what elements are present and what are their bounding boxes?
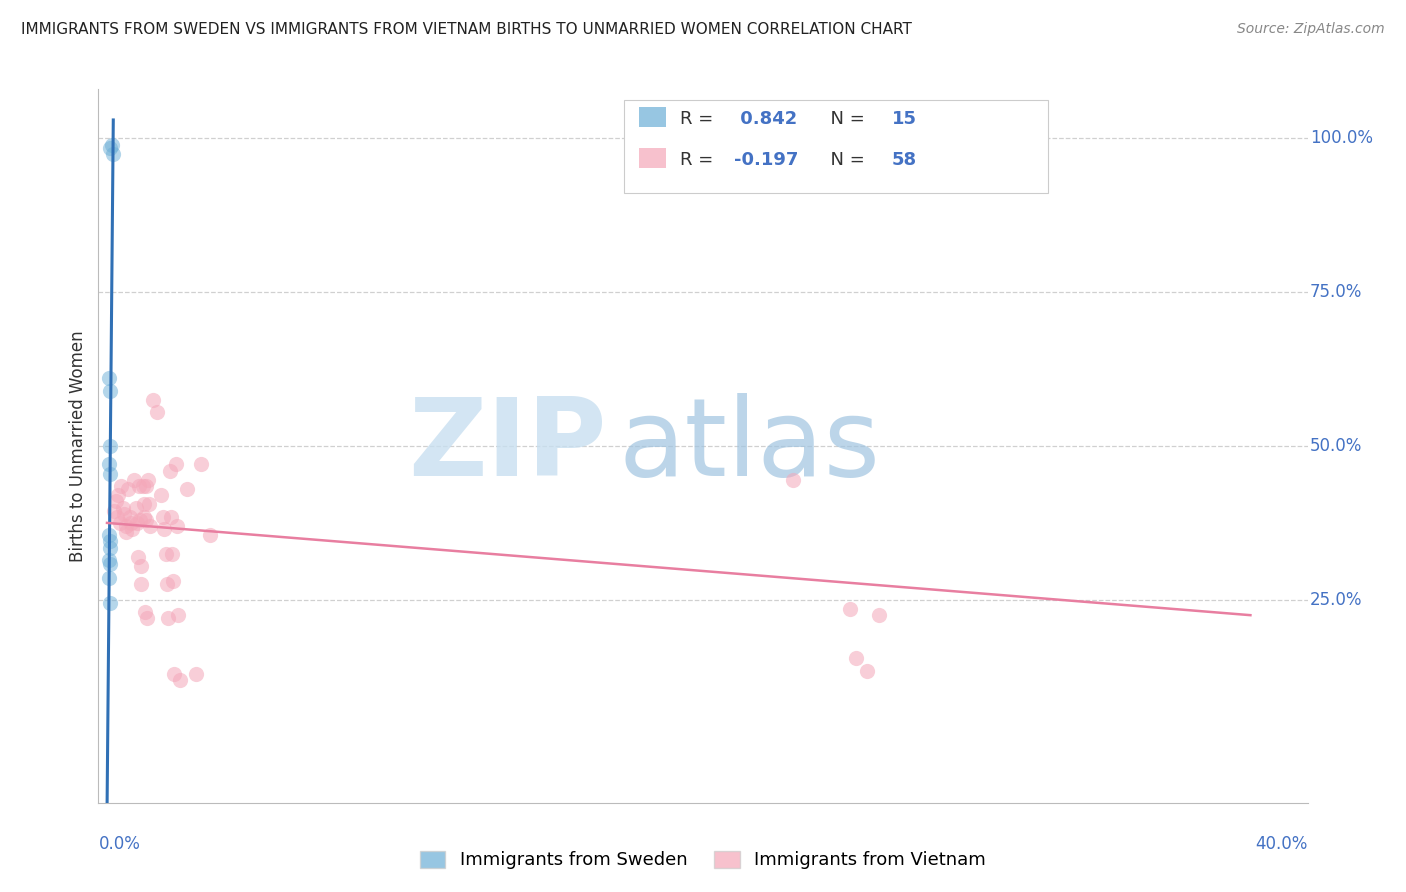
Point xyxy=(839,602,862,616)
Point xyxy=(98,458,121,472)
Point xyxy=(139,519,162,533)
Point xyxy=(98,553,121,567)
Point xyxy=(134,605,156,619)
FancyBboxPatch shape xyxy=(624,100,1047,193)
Point xyxy=(98,371,121,385)
Point xyxy=(129,577,152,591)
Point xyxy=(120,516,142,530)
Text: R =: R = xyxy=(681,111,718,128)
Text: R =: R = xyxy=(681,151,718,169)
Point xyxy=(176,482,198,496)
Point xyxy=(100,467,122,481)
Point xyxy=(160,509,183,524)
Text: N =: N = xyxy=(820,151,870,169)
Point xyxy=(118,509,141,524)
Point xyxy=(98,528,121,542)
Text: atlas: atlas xyxy=(619,393,880,499)
Point xyxy=(165,458,187,472)
FancyBboxPatch shape xyxy=(638,148,665,168)
Point xyxy=(98,384,121,398)
Point xyxy=(124,500,146,515)
Y-axis label: Births to Unmarried Women: Births to Unmarried Women xyxy=(69,330,87,562)
Point xyxy=(136,611,159,625)
Text: 100.0%: 100.0% xyxy=(1310,129,1374,147)
Point xyxy=(868,608,890,623)
Text: Source: ZipAtlas.com: Source: ZipAtlas.com xyxy=(1237,22,1385,37)
Point xyxy=(115,525,138,540)
Point xyxy=(157,611,180,625)
Text: -0.197: -0.197 xyxy=(734,151,799,169)
Point xyxy=(103,503,125,517)
Text: 0.842: 0.842 xyxy=(734,111,797,128)
Point xyxy=(100,141,122,155)
Point xyxy=(128,513,150,527)
Point xyxy=(98,557,121,571)
Point xyxy=(160,547,183,561)
Point xyxy=(105,509,128,524)
Point xyxy=(110,479,132,493)
Point xyxy=(121,522,143,536)
Text: IMMIGRANTS FROM SWEDEN VS IMMIGRANTS FROM VIETNAM BIRTHS TO UNMARRIED WOMEN CORR: IMMIGRANTS FROM SWEDEN VS IMMIGRANTS FRO… xyxy=(21,22,912,37)
Point xyxy=(104,494,127,508)
FancyBboxPatch shape xyxy=(638,107,665,127)
Point xyxy=(129,558,152,573)
Point xyxy=(108,516,131,530)
Point xyxy=(163,666,186,681)
Point xyxy=(142,392,165,407)
Text: 50.0%: 50.0% xyxy=(1310,437,1362,455)
Point xyxy=(159,464,181,478)
Point xyxy=(138,498,160,512)
Point xyxy=(146,405,169,419)
Text: 0.0%: 0.0% xyxy=(98,835,141,853)
Point xyxy=(122,473,145,487)
Point xyxy=(156,577,179,591)
Point xyxy=(135,513,157,527)
Point xyxy=(135,479,157,493)
Point xyxy=(98,596,121,610)
Point xyxy=(107,488,129,502)
Point xyxy=(198,528,221,542)
Point xyxy=(128,479,150,493)
Text: 15: 15 xyxy=(891,111,917,128)
Point xyxy=(138,473,160,487)
Point xyxy=(162,574,184,589)
Point xyxy=(150,488,173,502)
Point xyxy=(98,439,121,453)
Text: 40.0%: 40.0% xyxy=(1256,835,1308,853)
Point xyxy=(98,534,121,549)
Point xyxy=(167,608,190,623)
Point xyxy=(166,519,188,533)
Text: 75.0%: 75.0% xyxy=(1310,283,1362,301)
Point xyxy=(152,509,174,524)
Point xyxy=(112,507,135,521)
Point xyxy=(114,519,136,533)
Point xyxy=(190,458,212,472)
Point xyxy=(117,482,139,496)
Point xyxy=(111,500,134,515)
Point xyxy=(132,498,155,512)
Text: N =: N = xyxy=(820,111,870,128)
Point xyxy=(155,547,177,561)
Point xyxy=(153,522,176,536)
Legend: Immigrants from Sweden, Immigrants from Vietnam: Immigrants from Sweden, Immigrants from … xyxy=(411,842,995,879)
Point xyxy=(782,473,804,487)
Point xyxy=(845,651,868,665)
Point xyxy=(98,541,121,555)
Text: 58: 58 xyxy=(891,151,917,169)
Point xyxy=(98,571,121,585)
Point xyxy=(184,666,207,681)
Point xyxy=(132,479,155,493)
Text: ZIP: ZIP xyxy=(408,393,606,499)
Point xyxy=(134,509,156,524)
Text: 25.0%: 25.0% xyxy=(1310,591,1362,609)
Point xyxy=(856,664,879,678)
Point xyxy=(101,137,124,152)
Point xyxy=(101,146,124,161)
Point xyxy=(127,549,149,564)
Point xyxy=(169,673,191,687)
Point xyxy=(125,516,148,530)
